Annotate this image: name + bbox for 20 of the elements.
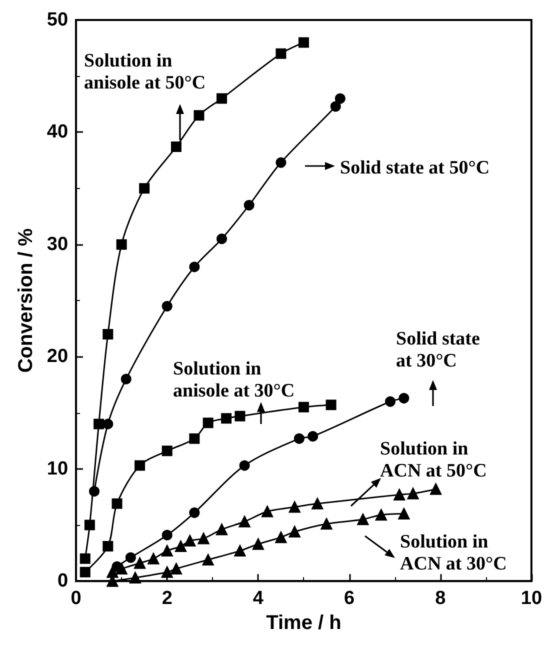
annotation: Solid state at 30°C (396, 328, 480, 372)
x-tick-label: 0 (70, 588, 82, 610)
annotation: Solution in anisole at 30°C (173, 358, 295, 402)
y-tick-label: 0 (57, 570, 68, 592)
annotation: Solution in ACN at 30°C (400, 532, 507, 574)
x-tick-label: 8 (435, 588, 446, 610)
y-tick-label: 10 (46, 458, 68, 480)
x-tick-label: 4 (252, 588, 264, 610)
annotation: Solution in ACN at 50°C (380, 438, 487, 482)
y-axis-title: Conversion / % (15, 228, 37, 373)
x-tick-label: 2 (162, 588, 172, 610)
annotation: Solid state at 50°C (340, 158, 490, 178)
y-tick-label: 40 (46, 122, 68, 143)
y-tick-label: 20 (46, 346, 68, 368)
x-tick-label: 6 (344, 588, 355, 610)
x-axis-title: Time / h (266, 612, 342, 634)
y-tick-label: 50 (46, 10, 68, 30)
annotation: Solution in anisole at 50°C (84, 50, 206, 94)
x-tick-label: 10 (520, 588, 542, 610)
y-tick-label: 30 (46, 234, 68, 255)
